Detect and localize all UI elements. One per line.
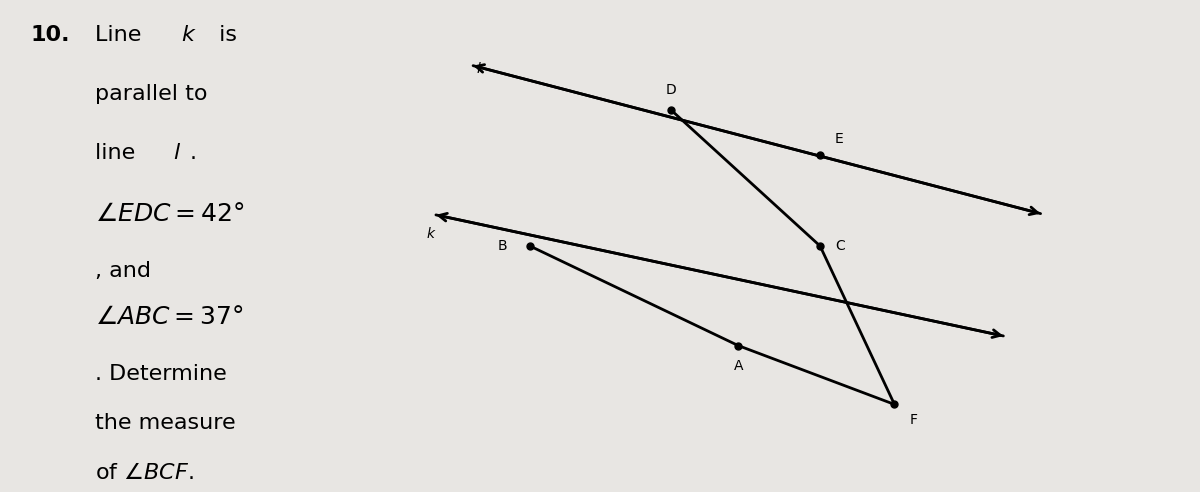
Text: D: D	[666, 83, 677, 96]
Text: the measure: the measure	[95, 413, 235, 433]
Text: Line: Line	[95, 25, 149, 45]
Text: is: is	[211, 25, 236, 45]
Text: 10.: 10.	[30, 25, 70, 45]
Text: line: line	[95, 143, 143, 163]
Text: of $\angle BCF$.: of $\angle BCF$.	[95, 462, 193, 484]
Text: B: B	[498, 239, 508, 253]
Text: . Determine: . Determine	[95, 364, 227, 384]
Text: $k$: $k$	[426, 226, 437, 241]
Text: E: E	[835, 132, 844, 147]
Text: C: C	[835, 239, 845, 253]
Text: A: A	[733, 359, 743, 373]
Text: $l$: $l$	[475, 62, 481, 76]
Text: .: .	[190, 143, 197, 163]
Text: l: l	[173, 143, 179, 163]
Text: k: k	[181, 25, 194, 45]
Text: $\angle ABC = 37°$: $\angle ABC = 37°$	[95, 305, 244, 329]
Text: F: F	[910, 413, 917, 428]
Text: , and: , and	[95, 261, 151, 281]
Text: parallel to: parallel to	[95, 84, 208, 104]
Text: $\angle EDC = 42°$: $\angle EDC = 42°$	[95, 202, 245, 226]
